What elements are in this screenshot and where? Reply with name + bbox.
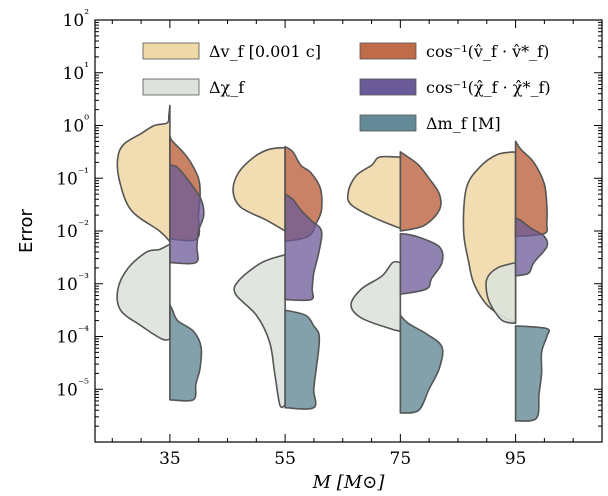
violin-cos-v-f-v-f-95 <box>514 140 549 238</box>
y-tick-label: 10⁻¹ <box>56 165 89 189</box>
violins-layer <box>116 104 551 422</box>
y-tick-label: 10¹ <box>63 60 89 84</box>
x-tick-label: 95 <box>505 449 527 469</box>
violin-v-f-0-001-c-75 <box>346 155 402 230</box>
x-axis-title: M [M⊙] <box>312 472 386 493</box>
y-tick-label: 10⁻⁴ <box>56 324 89 348</box>
legend-label-cos-f-f: cos⁻¹(χ̂_f · χ̂*_f) <box>426 78 551 97</box>
violin-cos-f-f-35 <box>169 164 205 265</box>
y-tick-label: 10⁰ <box>63 113 90 137</box>
violin-v-f-0-001-c-35 <box>116 104 171 243</box>
x-tick-label: 55 <box>274 449 296 469</box>
violin-m-f-m-35 <box>169 304 203 402</box>
violin-m-f-m-95 <box>514 325 551 422</box>
legend-label-m-f-m: Δm_f [M] <box>426 114 501 133</box>
violin-cos-f-f-55 <box>284 193 323 302</box>
x-tick-label: 35 <box>159 449 181 469</box>
violin-cos-f-f-75 <box>399 232 444 296</box>
legend: Δv_f [0.001 c] Δχ_f cos⁻¹(v̂_f · v̂*_f)cos… <box>142 42 551 133</box>
legend-label-v-f-0-001-c: Δv_f [0.001 c] <box>209 42 321 61</box>
y-tick-label: 10⁻³ <box>56 271 89 295</box>
y-tick-label: 10⁻² <box>56 218 89 242</box>
violin-v-f-0-001-c-55 <box>232 146 286 232</box>
legend-swatch-cos-v-f-v-f <box>359 42 417 60</box>
violin-m-f-m-55 <box>284 309 321 410</box>
legend-label-cos-v-f-v-f: cos⁻¹(v̂_f · v̂*_f) <box>426 42 549 61</box>
violin-f-55 <box>233 253 286 409</box>
y-tick-label: 10² <box>63 7 90 31</box>
y-tick-label: 10⁻⁵ <box>56 376 89 400</box>
legend-swatch-cos-f-f <box>359 78 417 96</box>
violin-m-f-m-75 <box>399 314 444 414</box>
legend-swatch-f <box>142 78 200 96</box>
violin-cos-f-f-95 <box>514 217 549 277</box>
y-axis-title: Error <box>16 208 37 252</box>
violin-f-75 <box>350 260 402 333</box>
legend-label-f: Δχ_f <box>209 78 245 97</box>
violin-cos-v-f-v-f-75 <box>399 151 442 232</box>
legend-swatch-m-f-m <box>359 114 417 132</box>
violin-f-95 <box>485 261 517 325</box>
violin-f-35 <box>116 243 171 341</box>
legend-swatch-v-f-0-001-c <box>142 42 200 60</box>
x-tick-label: 75 <box>390 449 412 469</box>
